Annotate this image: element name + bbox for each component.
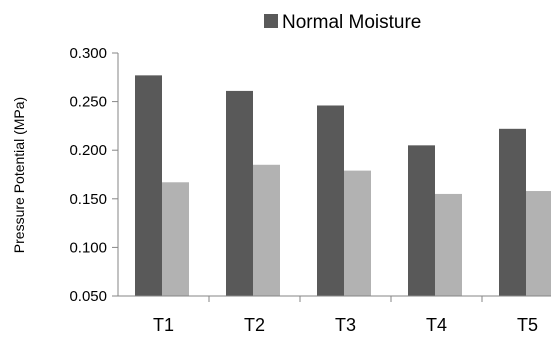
bar-t3-series-1 [317, 105, 344, 296]
y-axis-label: Pressure Potential (MPa) [11, 97, 27, 253]
legend: Normal Moisture [264, 12, 421, 33]
bar-t5-series-1 [499, 129, 526, 296]
bar-t1-series-2 [162, 182, 189, 296]
legend-label-normal-moisture: Normal Moisture [282, 12, 421, 33]
y-tick-label: 0.200 [69, 142, 107, 159]
x-category-label-t2: T2 [244, 315, 265, 335]
y-tick-label: 0.250 [69, 94, 107, 111]
bar-t4-series-1 [408, 145, 435, 296]
bar-t1-series-1 [135, 75, 162, 296]
bar-t5-series-2 [526, 191, 551, 296]
x-category-label-t1: T1 [153, 315, 174, 335]
bar-t2-series-2 [253, 165, 280, 296]
x-category-label-t3: T3 [335, 315, 356, 335]
x-category-label-t5: T5 [517, 315, 538, 335]
bar-t2-series-1 [226, 91, 253, 296]
bar-t4-series-2 [435, 194, 462, 296]
y-tick-label: 0.300 [69, 45, 107, 62]
y-tick-label: 0.100 [69, 239, 107, 256]
y-tick-label: 0.050 [69, 288, 107, 305]
legend-swatch-normal-moisture [264, 14, 278, 28]
y-tick-label: 0.150 [69, 191, 107, 208]
x-category-label-t4: T4 [426, 315, 447, 335]
bar-t3-series-2 [344, 171, 371, 296]
